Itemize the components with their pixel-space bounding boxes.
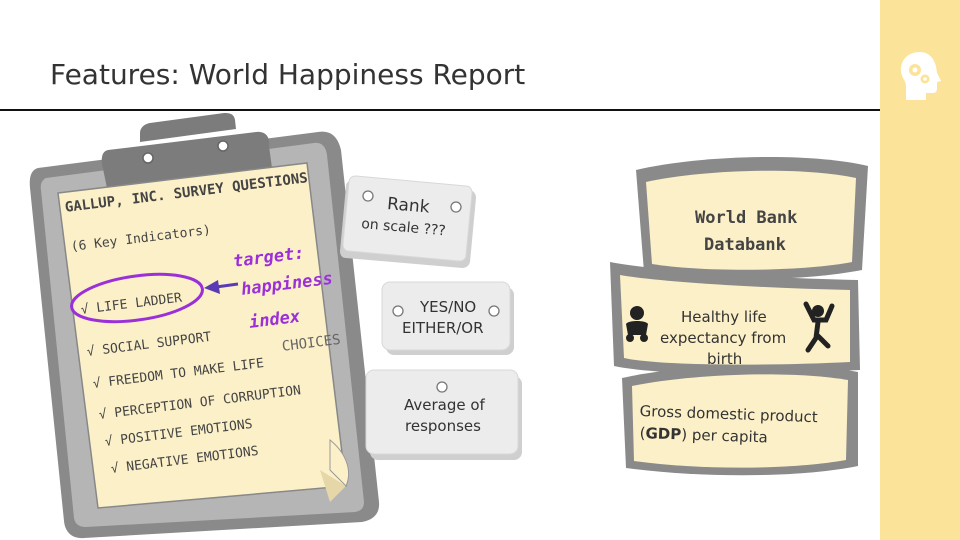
slide-title: Features: World Happiness Report [50, 58, 526, 91]
head-gears-icon [900, 52, 941, 100]
highlight-circle [70, 272, 204, 324]
jumping-person-icon [803, 301, 835, 353]
pushpin-icon [142, 152, 154, 164]
gdp-abbrev: GDP [645, 424, 682, 444]
databank-title-line1: World Bank [695, 208, 798, 228]
rank-title: Rank [386, 194, 431, 218]
life-expectancy-line1: Healthy life [681, 308, 767, 326]
life-expectancy-line3: birth [707, 350, 743, 368]
average-tag [365, 369, 522, 460]
pushpin-icon [217, 140, 229, 152]
average-line1: Average of [404, 396, 485, 414]
arrow-head-icon [204, 280, 220, 294]
yesno-line1: YES/NO [420, 298, 477, 316]
arrow-line [215, 282, 239, 289]
baby-icon [626, 306, 648, 342]
illustration-canvas [29, 113, 868, 539]
databank-middle-layer [610, 262, 860, 374]
yesno-line2: EITHER/OR [402, 319, 484, 337]
databank-title-line2: Databank [704, 235, 786, 255]
rank-tag [340, 175, 476, 268]
databank-top-layer [636, 156, 868, 280]
yesno-tag [381, 281, 514, 355]
life-expectancy-line2: expectancy from [660, 329, 787, 347]
gdp-rest: ) per capita [680, 425, 769, 447]
databank-bottom-layer [622, 365, 858, 476]
average-line2: responses [405, 417, 481, 435]
clipboard-paper [57, 162, 350, 509]
title-divider [0, 109, 880, 111]
